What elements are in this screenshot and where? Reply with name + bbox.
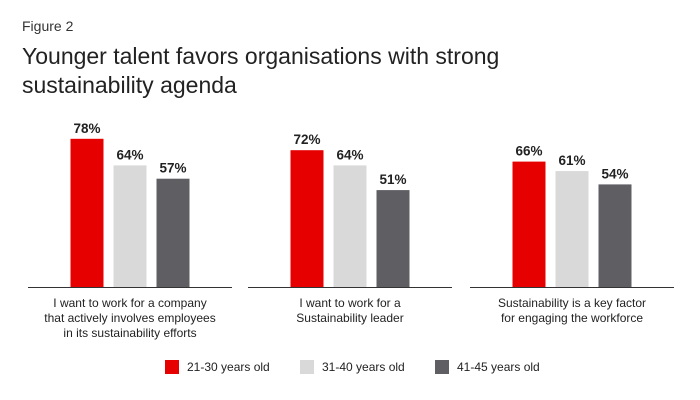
category-label-1-line-2: that actively involves employees [44, 311, 215, 325]
category-label-1-line-3: in its sustainability efforts [63, 326, 196, 340]
legend-swatch-41-45 [435, 360, 449, 374]
category-label-1-line-1: I want to work for a company [53, 296, 206, 310]
category-label-2-line-1: I want to work for a [299, 296, 401, 310]
bar-value-label-3-2: 61% [558, 153, 585, 168]
bar-2-1 [290, 150, 324, 287]
bar-1-2 [113, 165, 147, 287]
legend-swatch-21-30 [165, 360, 179, 374]
bar-value-label-2-2: 64% [336, 147, 363, 162]
bar-1-1 [70, 138, 104, 287]
bar-value-label-1-3: 57% [159, 161, 186, 176]
bar-3-1 [512, 161, 546, 287]
legend-label-31-40: 31-40 years old [322, 360, 405, 374]
category-label-3-line-2: for engaging the workforce [501, 311, 643, 325]
bar-2-2 [333, 165, 367, 287]
legend-item-21-30: 21-30 years old [165, 360, 270, 374]
category-label-3-line-1: Sustainability is a key factor [498, 296, 646, 310]
chart-title: Younger talent favors organisations with… [22, 43, 500, 98]
legend-item-31-40: 31-40 years old [300, 360, 405, 374]
bar-2-3 [376, 190, 410, 287]
bar-value-label-3-3: 54% [601, 166, 628, 181]
category-label-2-line-2: Sustainability leader [296, 311, 403, 325]
legend-swatch-31-40 [300, 360, 314, 374]
legend: 21-30 years old 31-40 years old 41-45 ye… [0, 360, 700, 380]
bar-value-label-2-3: 51% [379, 172, 406, 187]
bar-value-label-3-1: 66% [515, 144, 542, 159]
bar-value-label-2-1: 72% [293, 132, 320, 147]
bar-1-3 [156, 178, 190, 287]
legend-item-41-45: 41-45 years old [435, 360, 540, 374]
bar-3-3 [598, 184, 632, 287]
legend-label-21-30: 21-30 years old [187, 360, 270, 374]
bar-value-label-1-1: 78% [73, 121, 100, 136]
bar-3-2 [555, 171, 589, 287]
bar-value-label-1-2: 64% [116, 147, 143, 162]
legend-label-41-45: 41-45 years old [457, 360, 540, 374]
figure-label: Figure 2 [22, 18, 74, 34]
